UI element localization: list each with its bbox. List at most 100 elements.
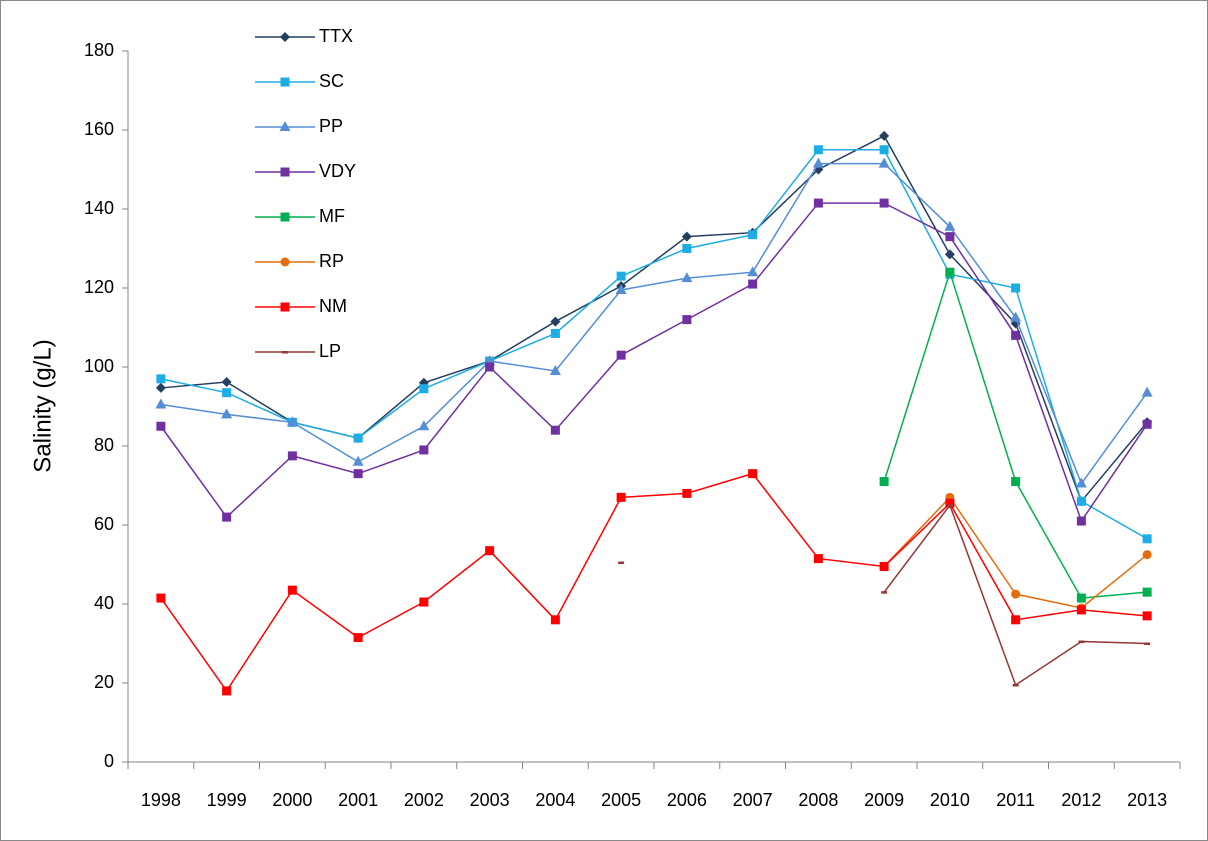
marker — [282, 351, 288, 354]
marker — [280, 257, 290, 267]
marker — [618, 561, 625, 565]
legend-item: LP — [255, 341, 341, 361]
series-line — [160, 162, 1148, 486]
y-tick-label: 160 — [84, 119, 114, 139]
y-tick-label: 100 — [84, 356, 114, 376]
marker — [879, 145, 889, 155]
x-tick-label: 2006 — [667, 790, 707, 810]
marker — [879, 477, 889, 487]
marker — [221, 408, 233, 419]
marker — [812, 157, 824, 168]
marker — [881, 591, 888, 594]
marker — [352, 455, 364, 466]
marker — [550, 316, 561, 327]
legend-label: NM — [319, 296, 347, 316]
marker — [156, 593, 166, 603]
marker — [813, 145, 823, 155]
marker — [156, 421, 166, 431]
y-tick-label: 60 — [94, 514, 114, 534]
series-line — [160, 472, 1148, 693]
marker — [280, 302, 290, 312]
x-tick-label: 2001 — [338, 790, 378, 810]
marker — [747, 266, 759, 277]
legend-item: SC — [255, 71, 344, 91]
legend-item: TTX — [255, 26, 353, 46]
legend-item: RP — [255, 251, 344, 271]
marker — [616, 492, 626, 502]
y-axis-label: Salinity (g/L) — [29, 339, 56, 472]
x-tick-label: 2003 — [470, 790, 510, 810]
marker — [287, 585, 297, 595]
marker — [485, 546, 495, 556]
marker — [485, 362, 495, 372]
marker — [280, 167, 290, 177]
x-tick-label: 2005 — [601, 790, 641, 810]
marker — [155, 382, 166, 393]
marker — [1076, 593, 1086, 603]
marker — [1076, 516, 1086, 526]
marker — [280, 77, 290, 87]
marker — [813, 554, 823, 564]
marker — [550, 425, 560, 435]
marker — [287, 451, 297, 461]
y-tick-label: 20 — [94, 672, 114, 692]
x-tick-label: 2012 — [1061, 790, 1101, 810]
y-tick-label: 80 — [94, 435, 114, 455]
marker — [1142, 550, 1152, 560]
legend-label: SC — [319, 71, 344, 91]
legend-label: LP — [319, 341, 341, 361]
marker — [550, 328, 560, 338]
series-line — [160, 149, 1148, 540]
x-tick-label: 1999 — [207, 790, 247, 810]
y-tick-label: 40 — [94, 593, 114, 613]
legend-label: MF — [319, 206, 345, 226]
marker — [156, 374, 166, 384]
marker — [1076, 605, 1086, 615]
marker — [419, 445, 429, 455]
marker — [1011, 477, 1021, 487]
marker — [222, 512, 232, 522]
legend-item: VDY — [255, 161, 356, 181]
marker — [682, 315, 692, 325]
marker — [813, 198, 823, 208]
legend-label: VDY — [319, 161, 356, 181]
marker — [879, 198, 889, 208]
legend-item: NM — [255, 296, 347, 316]
marker — [353, 433, 363, 443]
y-tick-label: 140 — [84, 198, 114, 218]
legend-label: TTX — [319, 26, 353, 46]
marker — [353, 469, 363, 479]
x-tick-label: 2013 — [1127, 790, 1167, 810]
marker — [681, 231, 692, 242]
marker — [280, 32, 290, 42]
marker — [748, 230, 758, 240]
marker — [944, 249, 955, 260]
marker — [1142, 534, 1152, 544]
marker — [549, 364, 561, 375]
x-tick-label: 2010 — [930, 790, 970, 810]
marker — [1142, 611, 1152, 621]
marker — [550, 615, 560, 625]
marker — [1142, 587, 1152, 597]
marker — [1078, 640, 1085, 644]
marker — [280, 212, 290, 222]
marker — [155, 398, 167, 409]
x-tick-label: 2009 — [864, 790, 904, 810]
marker — [879, 130, 890, 141]
x-tick-label: 2000 — [272, 790, 312, 810]
marker — [748, 469, 758, 479]
x-tick-label: 2004 — [535, 790, 575, 810]
marker — [286, 416, 298, 427]
y-tick-label: 0 — [104, 751, 114, 771]
x-tick-label: 2008 — [798, 790, 838, 810]
marker — [353, 633, 363, 643]
marker — [1011, 589, 1021, 599]
marker — [878, 157, 890, 168]
marker — [1076, 496, 1086, 506]
marker — [1011, 283, 1021, 293]
marker — [616, 271, 626, 281]
marker — [1010, 311, 1022, 322]
marker — [222, 686, 232, 696]
marker — [221, 377, 232, 388]
